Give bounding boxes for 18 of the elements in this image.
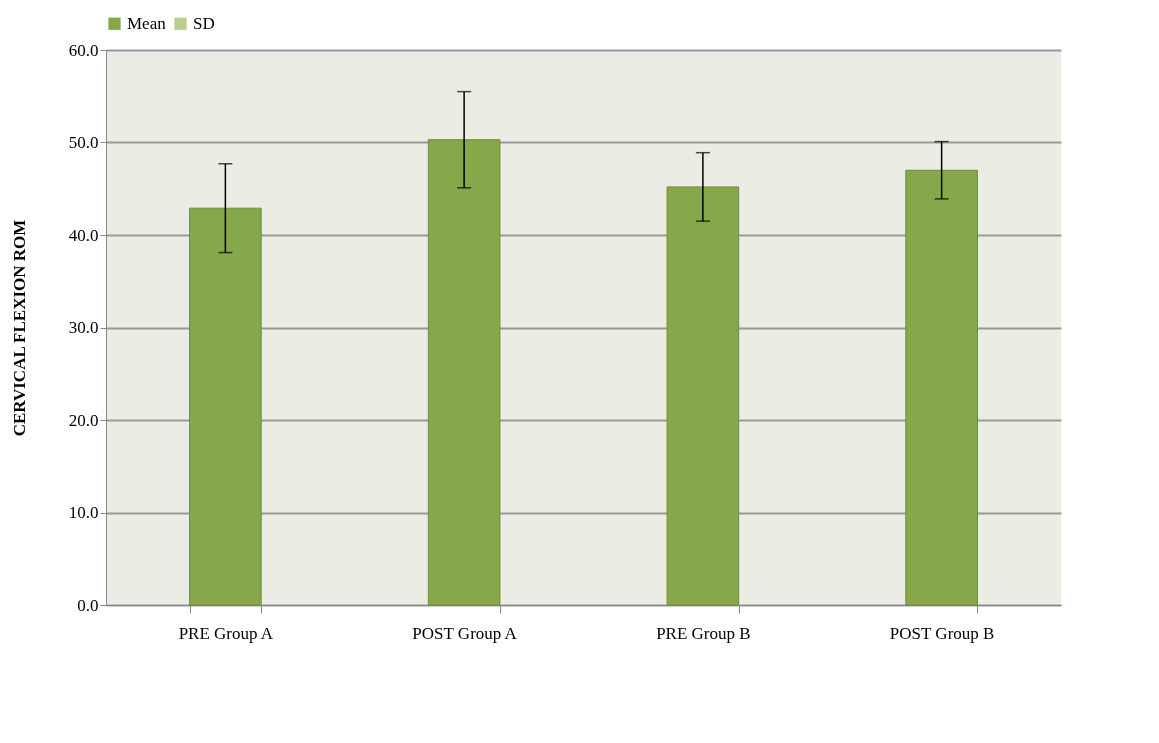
x-tick-label: PRE Group A [178,623,274,643]
legend-label: Mean [127,13,167,33]
y-tick-label: 20.0 [68,410,99,430]
bar [189,207,262,606]
x-tick-label: POST Group B [889,623,995,643]
y-tick-label: 40.0 [68,225,99,245]
y-tick-label: 50.0 [68,133,99,152]
y-tick-label: 60.0 [68,40,99,60]
x-tick-label: POST Group A [412,623,518,643]
legend-label: SD [193,13,215,33]
x-tick-label: PRE Group B [656,623,751,643]
y-tick-label: 10.0 [68,503,99,522]
bar [905,169,978,606]
y-axis-title: CERVICAL FLEXION ROM [9,219,29,437]
bar [666,186,740,606]
y-tick-label: 30.0 [68,318,99,337]
y-tick-label: 0.0 [77,595,99,615]
bar [427,139,501,606]
